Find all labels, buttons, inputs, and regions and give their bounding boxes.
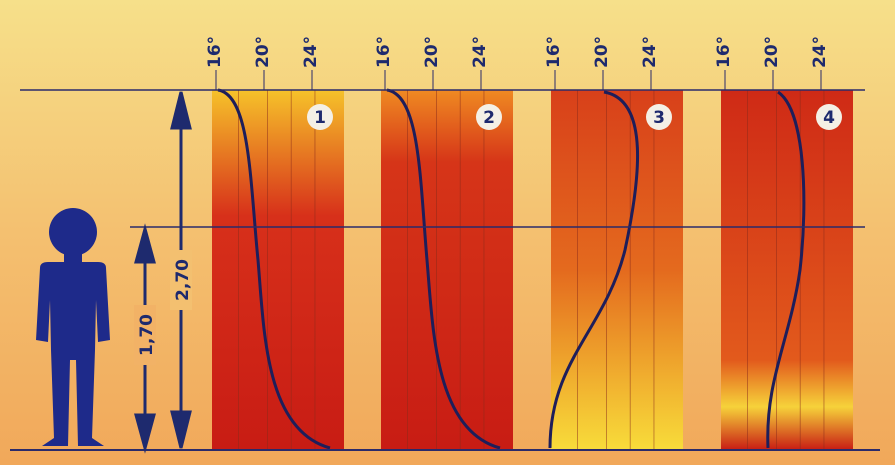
panel (551, 90, 683, 450)
tick-label: 24° (640, 36, 660, 68)
panel (721, 90, 853, 450)
person-height-label: 1,70 (137, 314, 157, 356)
tick-label: 20° (592, 36, 612, 68)
tick-label: 16° (374, 36, 394, 68)
tick-label: 16° (714, 36, 734, 68)
tick-label: 16° (205, 36, 225, 68)
panel (381, 90, 513, 450)
room-height-label: 2,70 (173, 259, 193, 301)
tick-label: 20° (762, 36, 782, 68)
tick-label: 16° (544, 36, 564, 68)
tick-label: 24° (301, 36, 321, 68)
page: {"panels": [ {"number": "1", "ticks": ["… (0, 0, 895, 465)
tick-label: 20° (253, 36, 273, 68)
panel-number: 4 (823, 108, 835, 128)
tick-label: 24° (470, 36, 490, 68)
panel-number: 1 (314, 108, 326, 128)
panel-number: 2 (483, 108, 495, 128)
tick-label: 24° (810, 36, 830, 68)
tick-label: 20° (422, 36, 442, 68)
panel-number: 3 (653, 108, 665, 128)
diagram: 16° 20° 24° 1 16° 20° 24° 2 16° 20° 24° 3 16° 20° 24° 4… (0, 0, 895, 465)
